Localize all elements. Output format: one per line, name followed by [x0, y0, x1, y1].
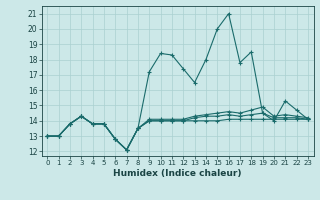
X-axis label: Humidex (Indice chaleur): Humidex (Indice chaleur)	[113, 169, 242, 178]
